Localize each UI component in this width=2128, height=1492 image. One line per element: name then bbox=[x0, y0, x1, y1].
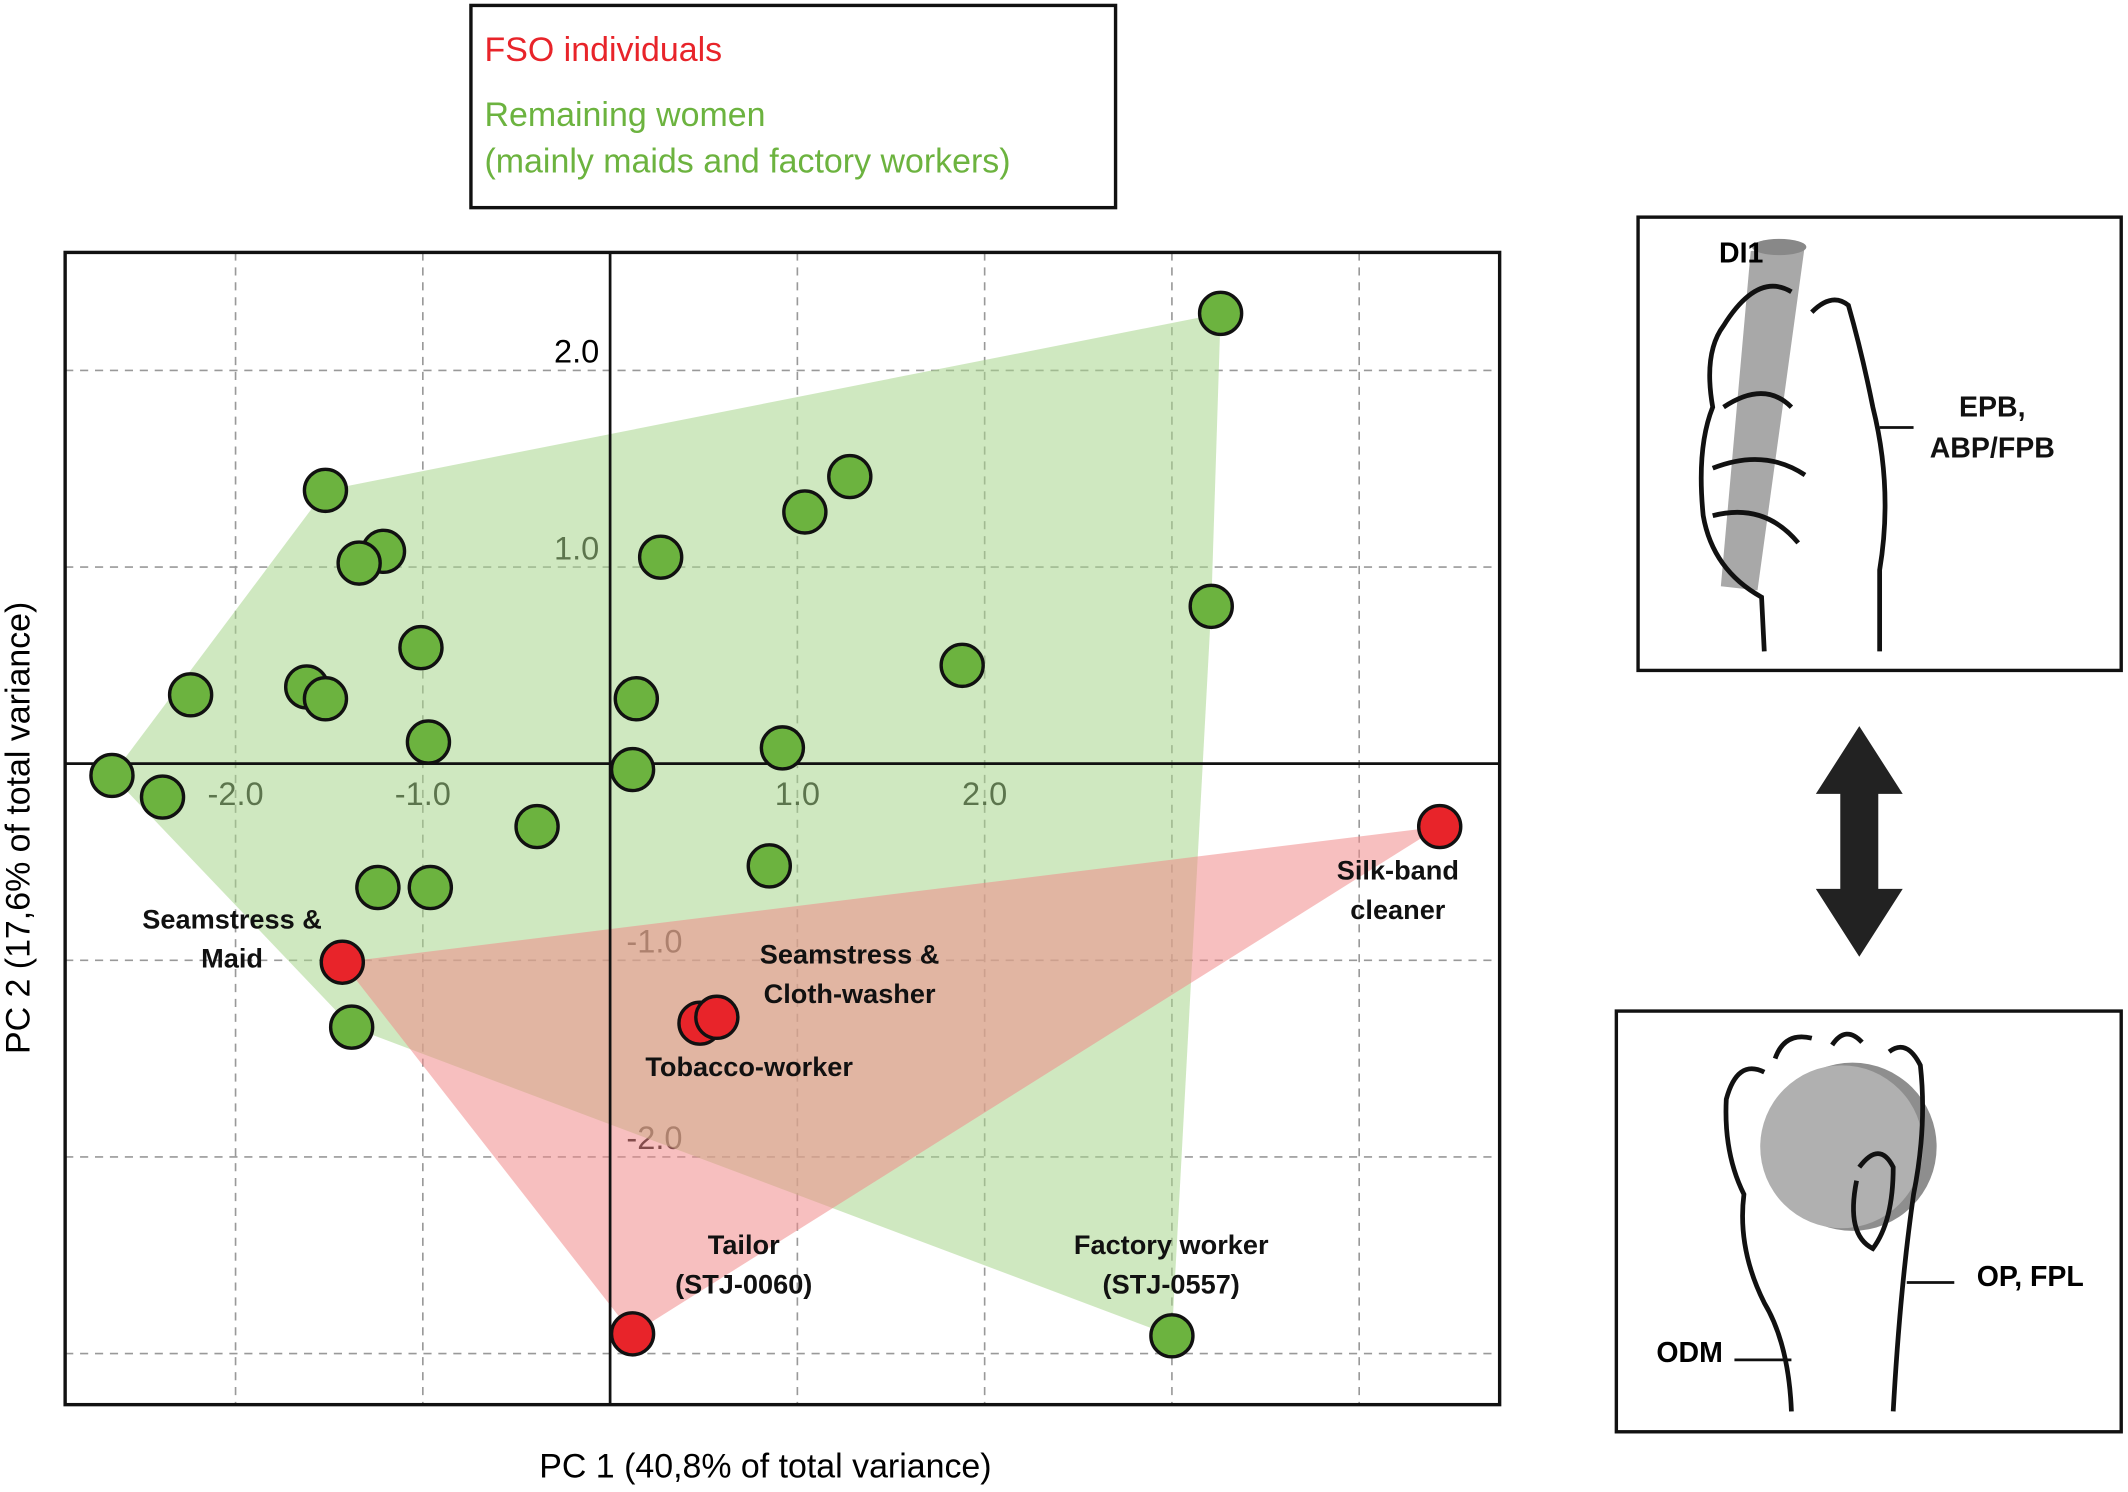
annotation: Factory worker (STJ-0557) bbox=[1073, 1230, 1269, 1301]
diagram-box bbox=[1636, 215, 2123, 673]
diagram-label: DI1 bbox=[1719, 238, 1763, 270]
point bbox=[405, 719, 452, 765]
annotation: Tailor (STJ-0060) bbox=[675, 1230, 813, 1301]
hand-diagram-bottom bbox=[1614, 1009, 2123, 1434]
annotation: Silk-band cleaner bbox=[1336, 856, 1459, 926]
legend-box bbox=[469, 3, 1118, 210]
cylinder-top bbox=[1752, 238, 1807, 256]
point bbox=[759, 725, 806, 771]
x-axis-title: PC 1 (40,8% of total variance) bbox=[539, 1447, 991, 1485]
ball bbox=[1760, 1065, 1924, 1229]
point bbox=[1188, 583, 1234, 630]
fingers bbox=[1711, 391, 1807, 545]
diagram-label: ODM bbox=[1656, 1337, 1722, 1369]
point bbox=[609, 746, 656, 793]
point bbox=[939, 642, 985, 689]
hand-diagram-top bbox=[1636, 215, 2123, 673]
point bbox=[514, 803, 560, 850]
hull bbox=[342, 826, 1440, 1334]
point bbox=[89, 752, 135, 799]
point bbox=[398, 624, 444, 671]
legend-entry: FSO individuals bbox=[484, 31, 723, 70]
annotation: Seamstress & Cloth-washer bbox=[759, 940, 940, 1010]
diagram-box bbox=[1614, 1009, 2123, 1434]
plot-frame bbox=[63, 250, 1502, 1407]
point bbox=[782, 489, 828, 535]
annotation: Tobacco-worker bbox=[645, 1053, 853, 1083]
cylinder bbox=[1720, 244, 1805, 591]
point bbox=[328, 1004, 375, 1050]
legend-entry: Remaining women (mainly maids and factor… bbox=[484, 96, 1011, 181]
point bbox=[139, 774, 186, 820]
hand-outline bbox=[1698, 283, 1888, 652]
point bbox=[613, 676, 660, 722]
point bbox=[355, 864, 401, 911]
point bbox=[407, 864, 454, 911]
double-arrow bbox=[1815, 726, 1903, 957]
point bbox=[302, 467, 349, 514]
point bbox=[609, 1311, 656, 1357]
annotation: Seamstress & Maid bbox=[142, 905, 322, 975]
point bbox=[167, 672, 214, 718]
point bbox=[827, 453, 873, 500]
point bbox=[1149, 1313, 1195, 1359]
point bbox=[637, 534, 684, 580]
point bbox=[336, 540, 382, 586]
point bbox=[1416, 803, 1463, 850]
y-tick-label: 2.0 bbox=[554, 334, 599, 370]
point bbox=[746, 843, 793, 889]
point bbox=[319, 939, 366, 985]
point bbox=[694, 994, 740, 1041]
diagram-label: OP, FPL bbox=[1977, 1261, 2084, 1293]
diagram-label: EPB, ABP/FPB bbox=[1929, 392, 2055, 465]
hand-outline bbox=[1723, 1031, 1925, 1412]
y-axis-title: PC 2 (17,6% of total variance) bbox=[0, 602, 37, 1054]
point bbox=[1197, 290, 1244, 337]
point bbox=[302, 676, 349, 722]
thumb bbox=[1851, 1151, 1896, 1252]
